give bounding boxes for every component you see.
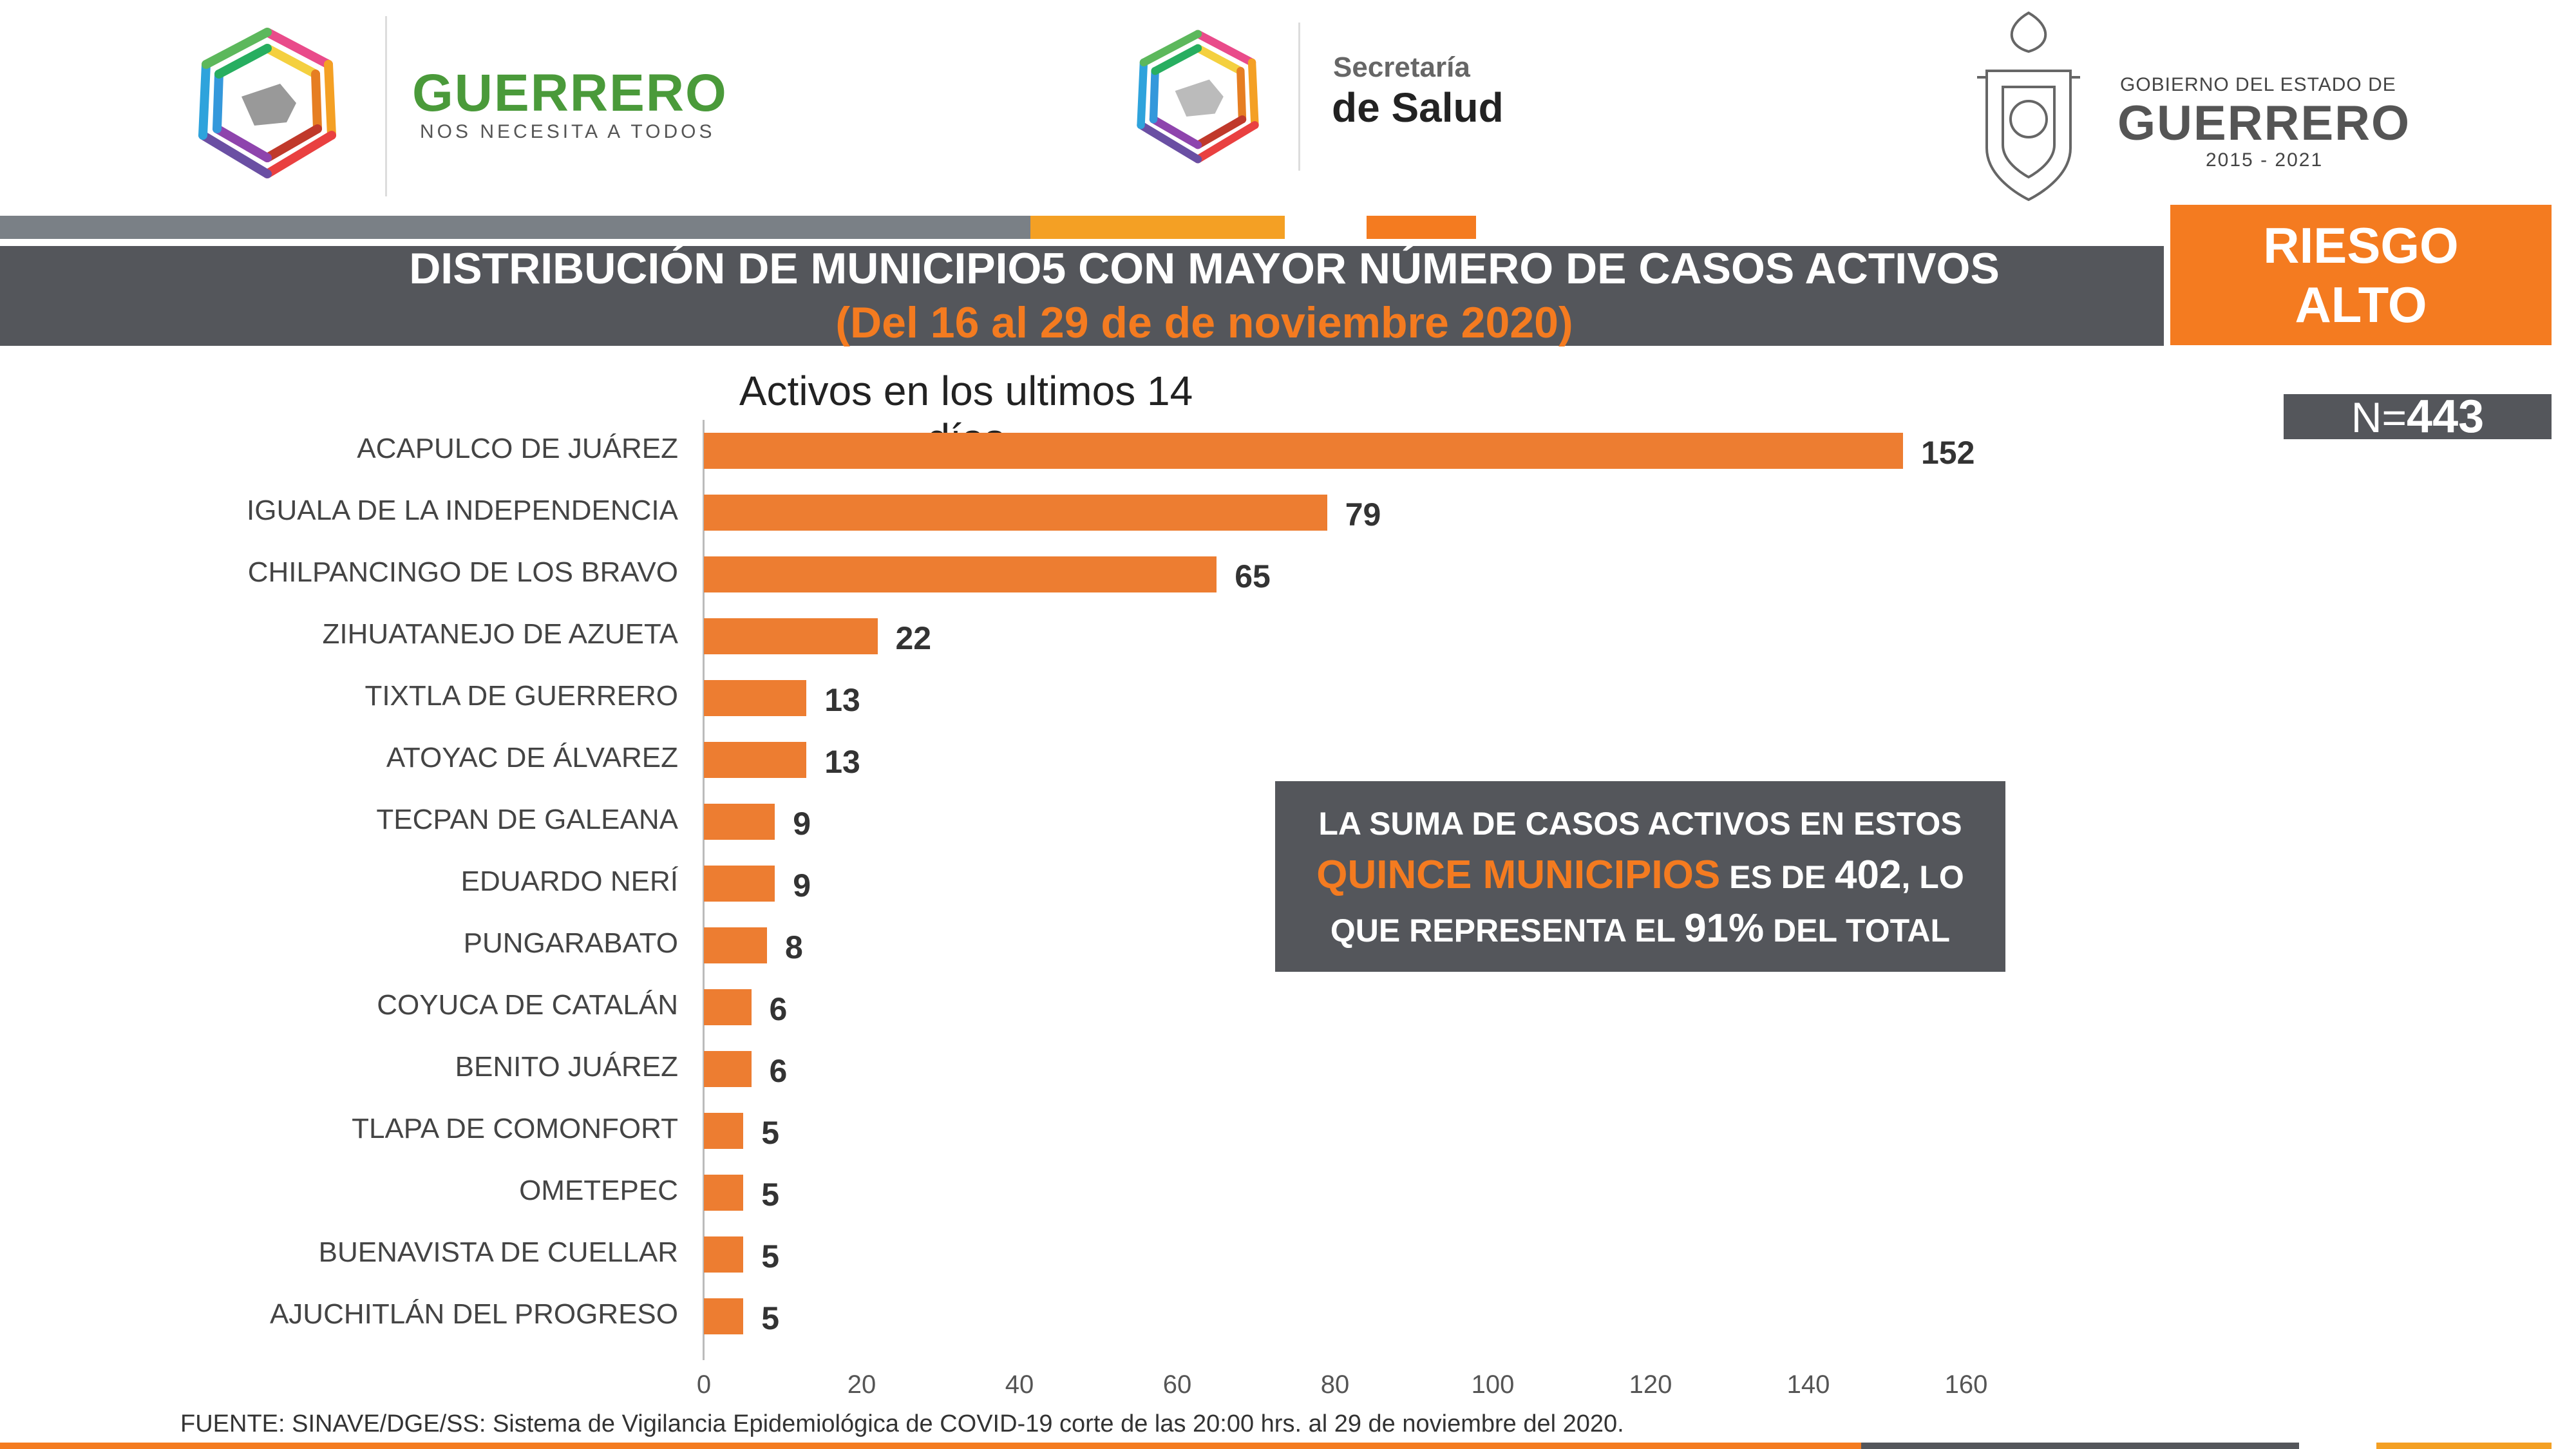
data-label: 8 bbox=[785, 929, 803, 965]
guerrero-logo-icon bbox=[198, 28, 336, 178]
logo-guerrero-title: GUERRERO bbox=[412, 64, 728, 122]
note-highlight: QUINCE MUNICIPIOS bbox=[1316, 853, 1721, 897]
logo-gobierno-top: GOBIERNO DEL ESTADO DE bbox=[2120, 74, 2396, 95]
note-percent: 91% bbox=[1684, 906, 1765, 951]
x-tick-label: 100 bbox=[1471, 1370, 1515, 1399]
x-tick-label: 120 bbox=[1629, 1370, 1672, 1399]
category-label: IGUALA DE LA INDEPENDENCIA bbox=[247, 495, 678, 526]
y-axis-line bbox=[703, 420, 705, 1360]
category-label: COYUCA DE CATALÁN bbox=[377, 989, 678, 1021]
bar bbox=[704, 680, 807, 716]
data-label: 9 bbox=[793, 867, 811, 904]
data-label: 5 bbox=[761, 1300, 780, 1336]
category-label: TLAPA DE COMONFORT bbox=[352, 1113, 678, 1144]
category-label: ACAPULCO DE JUÁREZ bbox=[357, 433, 678, 464]
category-label: AJUCHITLÁN DEL PROGRESO bbox=[269, 1298, 678, 1330]
category-label: BUENAVISTA DE CUELLAR bbox=[318, 1236, 678, 1268]
data-label: 13 bbox=[824, 744, 860, 780]
x-tick-label: 80 bbox=[1320, 1370, 1350, 1399]
salud-logo-icon bbox=[1137, 30, 1259, 164]
bar bbox=[704, 742, 807, 778]
bar bbox=[704, 1236, 744, 1273]
category-label: ZIHUATANEJO DE AZUETA bbox=[322, 618, 679, 650]
title-band bbox=[0, 246, 2164, 346]
category-label: PUNGARABATO bbox=[463, 927, 678, 959]
note-number: 402 bbox=[1835, 853, 1902, 897]
data-label: 65 bbox=[1235, 558, 1271, 594]
note-line-3b: DEL TOTAL bbox=[1764, 913, 1951, 949]
bottom-stripe-orange-2 bbox=[2376, 1443, 2552, 1449]
bar bbox=[704, 1298, 744, 1334]
category-label: TECPAN DE GALEANA bbox=[376, 804, 678, 835]
n-value: 443 bbox=[2407, 391, 2485, 442]
top-stripe-gray bbox=[0, 216, 1030, 239]
bar bbox=[704, 1051, 752, 1087]
bar bbox=[704, 1175, 744, 1211]
logo-salud-bottom: de Salud bbox=[1332, 84, 1504, 131]
data-label: 79 bbox=[1345, 497, 1381, 533]
data-label: 5 bbox=[761, 1177, 780, 1213]
risk-line-1: RIESGO bbox=[2263, 217, 2459, 274]
logo-guerrero-subtitle: NOS NECESITA A TODOS bbox=[420, 121, 715, 142]
coat-of-arms-icon bbox=[1977, 11, 2080, 202]
data-label: 13 bbox=[824, 682, 860, 718]
note-mid: ES DE bbox=[1720, 859, 1835, 895]
bar bbox=[704, 927, 767, 963]
bar bbox=[704, 433, 1903, 469]
category-label: OMETEPEC bbox=[519, 1175, 678, 1206]
risk-badge: RIESGO ALTO bbox=[2170, 205, 2552, 345]
bar bbox=[704, 804, 775, 840]
x-tick-label: 140 bbox=[1786, 1370, 1830, 1399]
data-label: 152 bbox=[1921, 435, 1975, 471]
page-subtitle: (Del 16 al 29 de de noviembre 2020) bbox=[835, 298, 1573, 347]
logo-gobierno-title: GUERRERO bbox=[2117, 96, 2411, 151]
data-label: 6 bbox=[769, 1053, 788, 1089]
bar bbox=[704, 618, 878, 654]
summary-note: LA SUMA DE CASOS ACTIVOS EN ESTOS QUINCE… bbox=[1275, 781, 2005, 972]
category-label: EDUARDO NERÍ bbox=[460, 866, 678, 897]
bottom-stripe-orange bbox=[0, 1443, 1861, 1449]
chart-title: Activos en los ultimos 14 días bbox=[739, 368, 1193, 462]
bottom-stripe-gray bbox=[1861, 1443, 2299, 1449]
category-label: ATOYAC DE ÁLVAREZ bbox=[386, 742, 678, 773]
top-stripe-orange-2 bbox=[1367, 216, 1476, 239]
top-stripe-orange-1 bbox=[1030, 216, 1285, 239]
category-label: TIXTLA DE GUERRERO bbox=[365, 680, 678, 712]
bar bbox=[704, 556, 1217, 592]
bar bbox=[704, 1113, 744, 1149]
source-note: FUENTE: SINAVE/DGE/SS: Sistema de Vigila… bbox=[180, 1410, 1624, 1437]
category-label: BENITO JUÁREZ bbox=[455, 1051, 678, 1083]
note-line-2: QUINCE MUNICIPIOS ES DE 402, LO bbox=[1275, 849, 2005, 903]
data-label: 5 bbox=[761, 1115, 780, 1151]
logo-salud-top: Secretaría bbox=[1333, 52, 1470, 83]
x-tick-label: 0 bbox=[696, 1370, 712, 1399]
data-label: 5 bbox=[761, 1238, 780, 1274]
category-label: CHILPANCINGO DE LOS BRAVO bbox=[247, 556, 678, 588]
n-prefix: N= bbox=[2351, 393, 2407, 441]
bar bbox=[704, 989, 752, 1025]
x-tick-label: 160 bbox=[1944, 1370, 1988, 1399]
bar bbox=[704, 495, 1327, 531]
data-label: 22 bbox=[895, 620, 932, 656]
note-line-3: QUE REPRESENTA EL 91% DEL TOTAL bbox=[1275, 903, 2005, 956]
note-tail: , LO bbox=[1901, 859, 1964, 895]
x-tick-label: 40 bbox=[1005, 1370, 1034, 1399]
logo-gobierno-years: 2015 - 2021 bbox=[2206, 149, 2324, 171]
page-title: DISTRIBUCIÓN DE MUNICIPIO5 CON MAYOR NÚM… bbox=[409, 244, 2000, 293]
data-label: 6 bbox=[769, 991, 788, 1027]
x-tick-label: 20 bbox=[847, 1370, 876, 1399]
n-total-badge: N=443 bbox=[2284, 391, 2552, 442]
note-line-1: LA SUMA DE CASOS ACTIVOS EN ESTOS bbox=[1318, 806, 1962, 842]
x-tick-label: 60 bbox=[1162, 1370, 1192, 1399]
bar bbox=[704, 866, 775, 902]
note-line-3a: QUE REPRESENTA EL bbox=[1330, 913, 1685, 949]
risk-line-2: ALTO bbox=[2295, 276, 2427, 333]
data-label: 9 bbox=[793, 806, 811, 842]
